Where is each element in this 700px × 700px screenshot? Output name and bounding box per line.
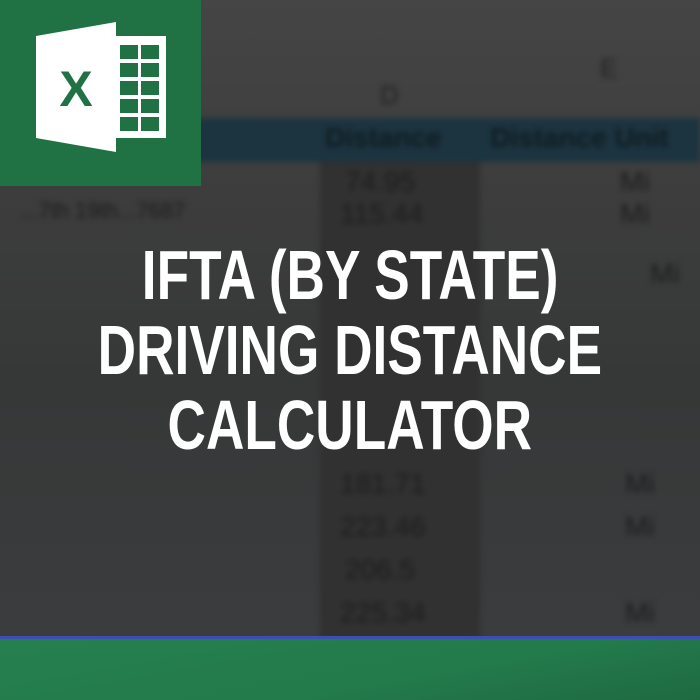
bottom-green-bar [0,639,700,700]
unit-cell: Mi [625,468,655,499]
distance-cell: 115.44 [340,198,424,229]
svg-text:X: X [59,61,92,117]
blurred-spreadsheet-background: D E Distance Distance Unit ...7th 19th..… [0,0,700,637]
header-distance: Distance [325,122,442,153]
distance-column [320,162,480,637]
column-letter-d: D [380,80,399,110]
title-text: IFTA (BY STATE) [141,236,559,314]
unit-cell: Mi [620,198,650,229]
column-letter-e: E [600,53,618,83]
distance-cell: 181.71 [340,468,426,499]
unit-cell: Mi [625,511,655,542]
unit-cell: Mi [620,166,650,197]
distance-cell: 74.95 [345,166,416,197]
title-text: CALCULATOR [167,386,533,464]
title-text: DRIVING DISTANCE [97,311,603,389]
title-line-1: IFTA (BY STATE) [0,240,700,310]
accent-line [0,636,700,639]
spreadsheet: D E Distance Distance Unit ...7th 19th..… [0,53,700,637]
title-line-3: CALCULATOR [0,390,700,460]
distance-cell: 223.46 [340,511,426,542]
distance-cell: 206.5 [345,554,416,585]
excel-logo-icon: X [36,22,166,152]
distance-cell: 225.34 [340,597,426,628]
route-cell: ...7th 19th...7687 [20,198,186,223]
unit-cell: Mi [625,597,655,628]
title-line-2: DRIVING DISTANCE [0,315,700,385]
unit-cell: Mi [650,258,680,289]
excel-logo-tile: X [0,0,201,186]
header-distance-unit: Distance Unit [490,122,669,153]
